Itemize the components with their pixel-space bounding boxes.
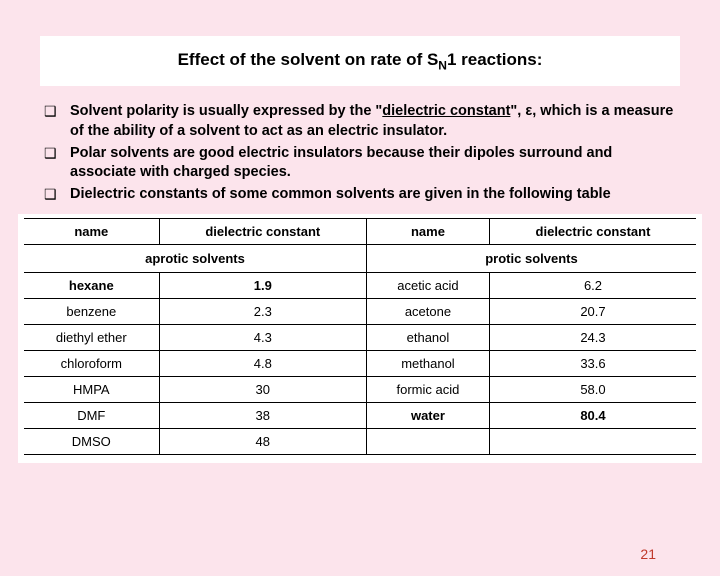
col-dc-2: dielectric constant: [489, 219, 696, 245]
page-number: 21: [640, 546, 656, 562]
bullet-item: ❑Dielectric constants of some common sol…: [44, 185, 676, 205]
bullet-list: ❑Solvent polarity is usually expressed b…: [44, 102, 676, 204]
cell-value: 48: [159, 429, 366, 455]
col-name-1: name: [24, 219, 159, 245]
table-row: chloroform4.8methanol33.6: [24, 351, 696, 377]
cell-name: formic acid: [366, 377, 489, 403]
bullet-item: ❑Solvent polarity is usually expressed b…: [44, 102, 676, 141]
bullet-item: ❑Polar solvents are good electric insula…: [44, 144, 676, 183]
title-box: Effect of the solvent on rate of SN1 rea…: [40, 36, 680, 86]
cell-name: hexane: [24, 273, 159, 299]
title-pre: Effect of the solvent on rate of S: [178, 50, 439, 69]
cell-value: 33.6: [489, 351, 696, 377]
cell-name: chloroform: [24, 351, 159, 377]
table-row: DMF38water80.4: [24, 403, 696, 429]
table-row: diethyl ether4.3ethanol24.3: [24, 325, 696, 351]
cell-name: water: [366, 403, 489, 429]
bullet-marker-icon: ❑: [44, 102, 70, 121]
cell-name: HMPA: [24, 377, 159, 403]
table-group-row: aprotic solvents protic solvents: [24, 245, 696, 273]
group-aprotic: aprotic solvents: [24, 245, 366, 273]
cell-value: 38: [159, 403, 366, 429]
cell-value: 24.3: [489, 325, 696, 351]
page-title: Effect of the solvent on rate of SN1 rea…: [178, 50, 543, 69]
col-dc-1: dielectric constant: [159, 219, 366, 245]
cell-value: 20.7: [489, 299, 696, 325]
solvent-table: name dielectric constant name dielectric…: [24, 218, 696, 455]
cell-name: acetone: [366, 299, 489, 325]
table-row: hexane1.9acetic acid6.2: [24, 273, 696, 299]
cell-value: 6.2: [489, 273, 696, 299]
cell-value: 30: [159, 377, 366, 403]
cell-name: ethanol: [366, 325, 489, 351]
table-row: DMSO48: [24, 429, 696, 455]
cell-value: [489, 429, 696, 455]
cell-name: DMF: [24, 403, 159, 429]
title-sub: N: [438, 58, 447, 72]
table-row: HMPA30formic acid58.0: [24, 377, 696, 403]
cell-name: DMSO: [24, 429, 159, 455]
cell-name: methanol: [366, 351, 489, 377]
bullet-marker-icon: ❑: [44, 144, 70, 163]
bullet-text: Solvent polarity is usually expressed by…: [70, 102, 676, 141]
cell-value: 2.3: [159, 299, 366, 325]
cell-name: diethyl ether: [24, 325, 159, 351]
cell-name: acetic acid: [366, 273, 489, 299]
bullet-marker-icon: ❑: [44, 185, 70, 204]
cell-name: benzene: [24, 299, 159, 325]
col-name-2: name: [366, 219, 489, 245]
title-post: 1 reactions:: [447, 50, 542, 69]
solvent-table-wrap: name dielectric constant name dielectric…: [18, 214, 702, 463]
cell-value: 80.4: [489, 403, 696, 429]
bullet-text: Dielectric constants of some common solv…: [70, 185, 676, 205]
table-row: benzene2.3acetone20.7: [24, 299, 696, 325]
table-header-row: name dielectric constant name dielectric…: [24, 219, 696, 245]
table-body: hexane1.9acetic acid6.2benzene2.3acetone…: [24, 273, 696, 455]
bullet-text: Polar solvents are good electric insulat…: [70, 144, 676, 183]
cell-value: 1.9: [159, 273, 366, 299]
cell-value: 4.8: [159, 351, 366, 377]
cell-value: 4.3: [159, 325, 366, 351]
group-protic: protic solvents: [366, 245, 696, 273]
cell-value: 58.0: [489, 377, 696, 403]
cell-name: [366, 429, 489, 455]
